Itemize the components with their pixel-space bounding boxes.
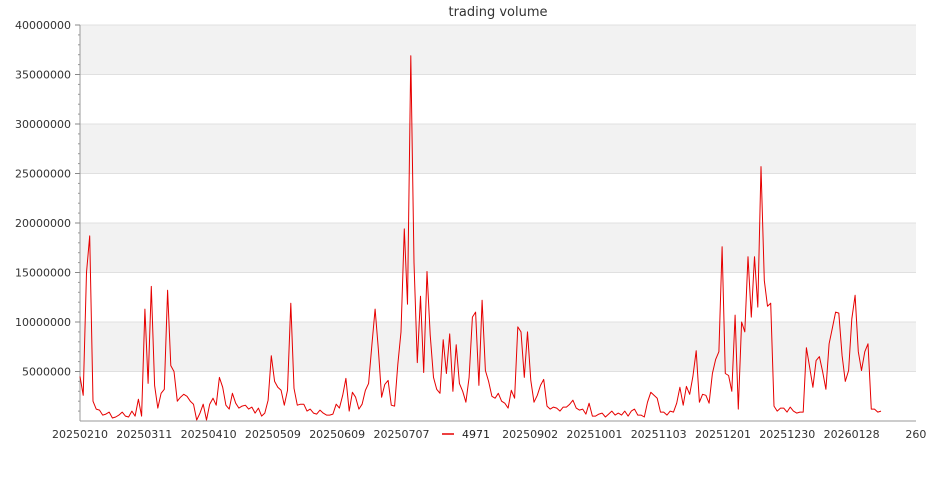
series-line-4971: [79, 55, 882, 421]
x-tick-label: 20251103: [631, 428, 687, 441]
grid-band: [80, 124, 916, 174]
grid-band: [80, 322, 916, 372]
x-tick-label: 20250609: [309, 428, 365, 441]
x-tick-label: 20251230: [759, 428, 815, 441]
chart-title: trading volume: [448, 5, 547, 20]
x-tick-label: 20250902: [502, 428, 558, 441]
x-tick-label: 20250410: [181, 428, 237, 441]
x-tick-label: 20250311: [116, 428, 172, 441]
x-tick-label: 20250707: [374, 428, 430, 441]
x-tick-label: 20251001: [566, 428, 622, 441]
grid-band: [80, 25, 916, 75]
y-axis: 5000000 10000000 15000000 20000000 25000000 3…: [15, 19, 81, 421]
legend-label: 4971: [462, 428, 490, 441]
y-tick-label: 5000000: [22, 366, 71, 379]
y-tick-label: 30000000: [15, 118, 71, 131]
series-group: [79, 55, 882, 421]
x-tick-label: 20250210: [52, 428, 108, 441]
grid-band: [80, 223, 916, 273]
y-tick-label: 40000000: [15, 19, 71, 32]
y-tick-label: 25000000: [15, 168, 71, 181]
x-tick-label: 260: [905, 428, 926, 441]
y-tick-label: 10000000: [15, 316, 71, 329]
y-tick-label: 20000000: [15, 217, 71, 230]
y-tick-label: 35000000: [15, 69, 71, 82]
y-tick-label: 15000000: [15, 267, 71, 280]
legend: 4971: [436, 425, 500, 443]
x-tick-label: 20250509: [245, 428, 301, 441]
x-tick-label: 20260128: [824, 428, 880, 441]
plot-background-bands: [80, 24, 916, 421]
x-tick-label: 20251201: [695, 428, 751, 441]
legend-background: [436, 425, 500, 443]
